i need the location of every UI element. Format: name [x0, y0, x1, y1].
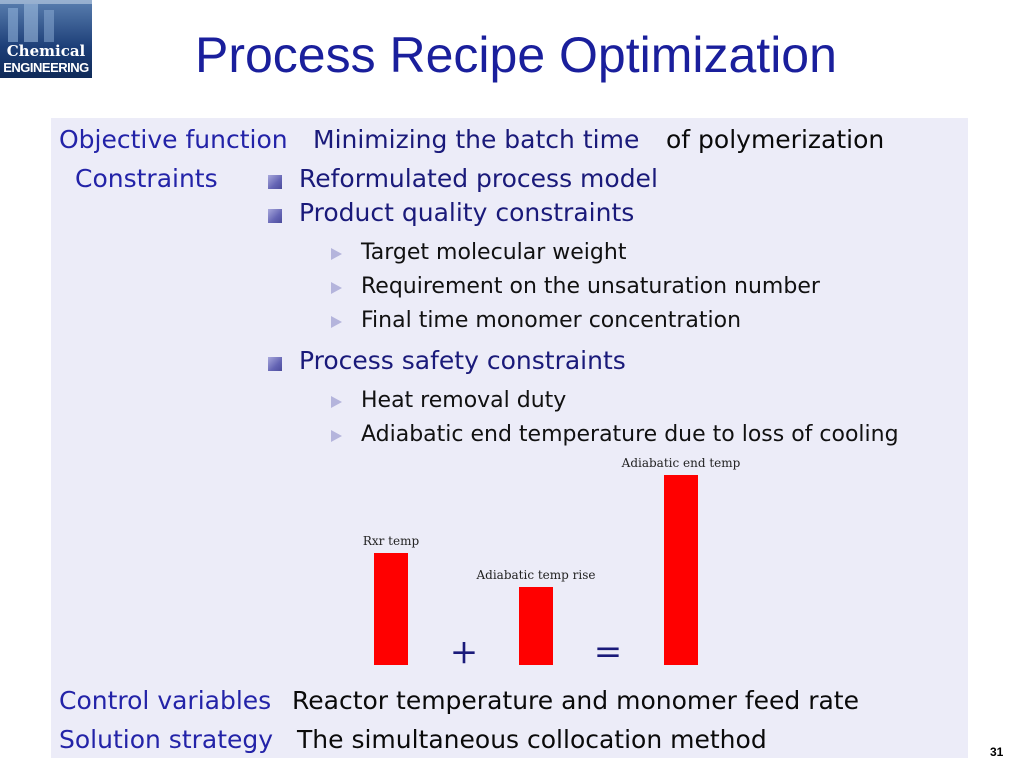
logo-building-graphic [0, 0, 92, 42]
control-variables-value: Reactor temperature and monomer feed rat… [292, 686, 859, 715]
bullet-triangle-icon [331, 396, 342, 408]
objective-emphasis: Minimizing the batch time [313, 125, 640, 154]
adiabatic-end-temp-label: Adiabatic end temp [621, 456, 741, 470]
plus-operator: + [450, 632, 479, 672]
bullet-triangle-icon [331, 282, 342, 294]
constraint-subitem: Final time monomer concentration [361, 308, 742, 333]
adiabatic-temp-rise-bar [519, 587, 553, 665]
constraint-subitem: Target molecular weight [361, 240, 627, 265]
slide-number: 31 [990, 745, 1004, 759]
objective-label: Objective function [59, 125, 288, 154]
bullet-triangle-icon [331, 430, 342, 442]
constraint-subitem: Heat removal duty [361, 388, 567, 413]
bullet-triangle-icon [331, 316, 342, 328]
bullet-square-icon [268, 175, 282, 189]
chemical-engineering-logo: Chemical ENGINEERING [0, 0, 92, 78]
constraint-item: Process safety constraints [299, 346, 626, 375]
rxr-temp-label: Rxr temp [363, 534, 420, 548]
bullet-square-icon [268, 357, 282, 371]
constraint-subitem: Requirement on the unsaturation number [361, 274, 820, 299]
logo-line1: Chemical [6, 42, 86, 60]
solution-strategy-value: The simultaneous collocation method [297, 725, 767, 754]
constraints-label: Constraints [75, 164, 218, 193]
objective-rest: of polymerization [666, 125, 885, 154]
content-block [51, 118, 968, 758]
bullet-triangle-icon [331, 248, 342, 260]
rxr-temp-bar [374, 553, 408, 665]
constraint-subitem: Adiabatic end temperature due to loss of… [361, 422, 899, 447]
slide-title: Process Recipe Optimization [195, 27, 837, 83]
adiabatic-end-temp-bar [664, 475, 698, 665]
equals-operator: = [594, 632, 623, 672]
adiabatic-temp-rise-label: Adiabatic temp rise [475, 568, 595, 582]
logo-line2: ENGINEERING [3, 60, 89, 75]
constraint-item: Reformulated process model [299, 164, 658, 193]
control-variables-label: Control variables [59, 686, 272, 715]
bullet-square-icon [268, 209, 282, 223]
constraint-item: Product quality constraints [299, 198, 635, 227]
solution-strategy-label: Solution strategy [59, 725, 274, 754]
